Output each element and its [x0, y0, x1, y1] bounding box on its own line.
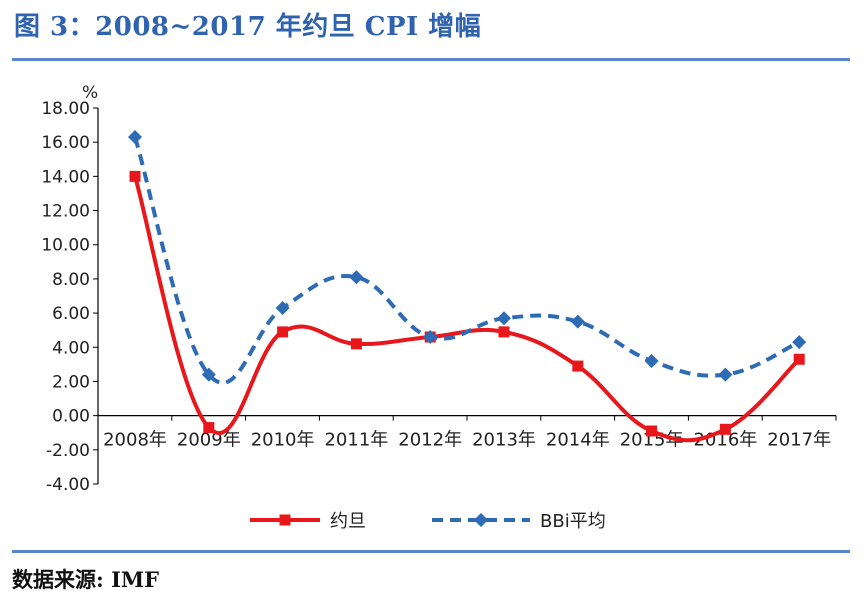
chart-title: 图 3：2008~2017 年约旦 CPI 增幅	[14, 12, 482, 42]
y-tick-label: 0.00	[52, 407, 90, 427]
data-point	[792, 335, 807, 350]
bottom-divider	[12, 550, 850, 553]
legend: 约旦 BBi平均	[250, 511, 606, 532]
y-tick-label: 18.00	[41, 99, 90, 119]
data-source-note: 数据来源: IMF	[12, 567, 160, 592]
data-point	[423, 330, 438, 345]
legend-marker	[279, 514, 291, 526]
x-tick-label: 2008年	[103, 430, 167, 451]
data-point	[644, 353, 659, 368]
x-tick-label: 2014年	[546, 430, 610, 451]
y-tick-label: 16.00	[41, 133, 90, 153]
y-tick-label: 10.00	[41, 236, 90, 256]
legend-label: 约旦	[330, 511, 366, 532]
x-tick-label: 2013年	[472, 430, 536, 451]
y-axis-unit-label: %	[82, 83, 98, 103]
series-layer	[128, 130, 807, 443]
legend-label: BBi平均	[540, 511, 606, 532]
data-point	[498, 326, 510, 338]
data-point	[275, 300, 290, 315]
legend-marker	[474, 513, 488, 527]
legend-item: BBi平均	[432, 511, 606, 532]
data-point	[350, 338, 362, 350]
y-tick-label: 4.00	[52, 338, 90, 358]
y-axis: 18.00 16.00 14.00 12.00 10.00 8.00 6.00 4.00 2.0…	[41, 99, 99, 495]
data-point	[570, 314, 585, 329]
data-point	[646, 425, 658, 437]
x-tick-label: 2017年	[767, 430, 831, 451]
data-point	[277, 326, 289, 338]
series-line	[133, 175, 801, 443]
series-2	[128, 130, 807, 385]
data-point	[349, 270, 364, 285]
y-tick-label: 12.00	[41, 202, 90, 222]
x-tick-label: 2010年	[251, 430, 315, 451]
data-point	[793, 353, 805, 365]
data-point	[128, 130, 142, 145]
data-point	[719, 423, 731, 435]
y-tick-label: -4.00	[46, 475, 90, 495]
data-point	[203, 422, 215, 434]
data-point	[201, 367, 216, 382]
y-tick-label: -2.00	[46, 441, 90, 461]
x-tick-label: 2011年	[324, 430, 388, 451]
y-tick-label: 14.00	[41, 167, 90, 187]
data-point	[718, 367, 733, 382]
y-tick-label: 2.00	[52, 372, 90, 392]
y-tick-label: 6.00	[52, 304, 90, 324]
x-tick-label: 2012年	[398, 430, 462, 451]
data-point	[497, 311, 511, 326]
series-line	[133, 136, 801, 385]
legend-item: 约旦	[250, 511, 366, 532]
data-point	[129, 170, 141, 182]
top-divider	[12, 58, 850, 61]
x-tick-label: 2009年	[177, 430, 241, 451]
y-tick-label: 8.00	[52, 270, 90, 290]
x-axis: 2008年 2009年 2010年 2011年 2012年 2013年 2014年 2015年…	[97, 415, 837, 451]
data-point	[572, 360, 584, 372]
series-1	[129, 170, 805, 443]
